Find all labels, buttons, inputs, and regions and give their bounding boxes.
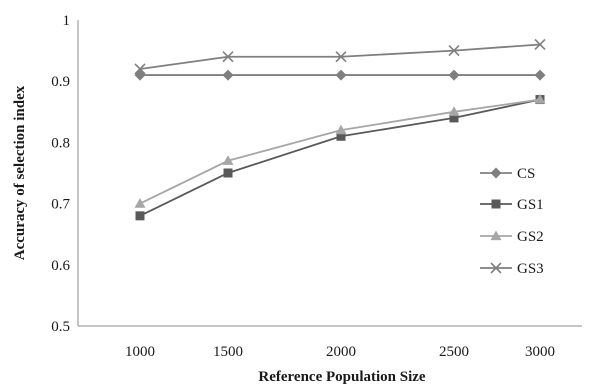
legend-item-gs3: GS3: [480, 261, 544, 277]
series-line-gs1: [140, 100, 540, 216]
series-gs3: [135, 39, 545, 73]
legend-label: GS2: [517, 229, 544, 245]
y-tick-label: 1: [63, 13, 71, 29]
legend-marker: [492, 200, 501, 209]
data-point-gs2: [135, 198, 146, 208]
series-cs: [135, 70, 546, 81]
x-tick-label: 1000: [125, 344, 155, 360]
y-tick-label: 0.9: [51, 74, 70, 90]
x-tick-label: 2000: [326, 344, 356, 360]
data-point-gs1: [224, 169, 233, 178]
x-tick-label: 2500: [439, 344, 469, 360]
legend-label: GS3: [517, 261, 544, 277]
data-point-cs: [336, 70, 347, 81]
legend-label: CS: [517, 166, 535, 182]
legend: CS GS1 GS2 GS3: [480, 166, 544, 277]
legend-item-gs2: GS2: [480, 229, 544, 245]
x-tick-label: 3000: [525, 344, 555, 360]
legend-label: GS1: [517, 197, 544, 213]
x-tick-label: 1500: [213, 344, 243, 360]
legend-item-cs: CS: [480, 166, 535, 182]
data-point-cs: [135, 70, 146, 81]
series-gs1: [136, 95, 545, 220]
x-tick-labels: 1000 1500 2000 2500 3000: [125, 344, 555, 360]
y-tick-labels: 0.5 0.6 0.7 0.8 0.9 1: [51, 13, 70, 335]
data-point-cs: [449, 70, 460, 81]
data-point-gs1: [136, 211, 145, 220]
series-layer: [135, 39, 546, 220]
y-tick-label: 0.8: [51, 135, 70, 151]
x-axis-title: Reference Population Size: [258, 369, 426, 385]
data-point-cs: [223, 70, 234, 81]
legend-marker: [491, 168, 502, 179]
series-line-gs2: [140, 100, 540, 204]
y-tick-label: 0.6: [51, 258, 70, 274]
y-tick-label: 0.5: [51, 319, 70, 335]
legend-item-gs1: GS1: [480, 197, 544, 213]
data-point-cs: [535, 70, 546, 81]
y-tick-label: 0.7: [51, 197, 70, 213]
y-axis-title: Accuracy of selection index: [12, 85, 28, 260]
